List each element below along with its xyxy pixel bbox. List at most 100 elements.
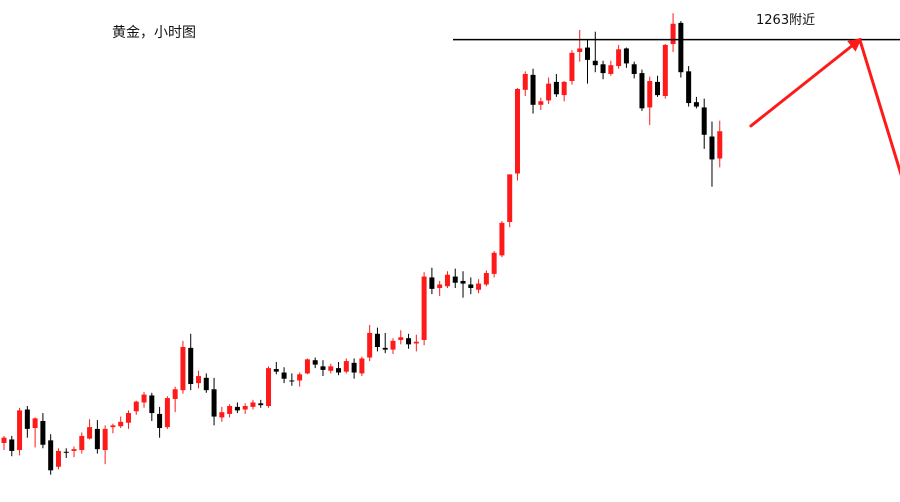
candle (133, 400, 139, 415)
candles-group (1, 13, 723, 475)
candle-body (678, 22, 684, 73)
candle (382, 332, 388, 354)
candle (312, 357, 318, 369)
candle (196, 370, 201, 389)
candle-body (483, 273, 489, 285)
candle (258, 399, 264, 408)
candle-body (40, 420, 46, 445)
candle-body (133, 401, 139, 412)
candle (48, 434, 54, 475)
candle (553, 73, 559, 97)
candle (468, 277, 474, 295)
candle-body (444, 274, 450, 287)
candle (678, 21, 684, 78)
candle (491, 251, 497, 278)
candle (413, 334, 419, 352)
candle (87, 419, 93, 440)
candle-body (686, 71, 692, 104)
candle-body (63, 451, 69, 453)
candle (655, 75, 661, 97)
candle (320, 360, 326, 377)
candle-body (406, 338, 412, 345)
candle (608, 60, 614, 76)
candle-body (421, 276, 427, 340)
candle-body (211, 389, 217, 417)
candle (437, 280, 443, 296)
candle-body (367, 332, 373, 358)
candle-body (491, 252, 497, 274)
candle-body (328, 366, 334, 371)
candle (351, 358, 357, 379)
candle-body (429, 277, 435, 289)
candle (452, 268, 458, 288)
candle (406, 333, 412, 349)
candle-body (266, 368, 272, 407)
projection-arrow-down (858, 38, 900, 177)
candle-body (289, 380, 295, 382)
candle (476, 279, 482, 294)
candle-body (499, 222, 505, 256)
candle (304, 358, 310, 375)
candle-body (164, 398, 170, 428)
candle (24, 406, 30, 438)
candle-body (437, 284, 443, 288)
candle-body (94, 428, 100, 450)
candle-body (180, 346, 186, 391)
candle (507, 174, 513, 228)
candle (297, 372, 303, 387)
candle-body (24, 409, 30, 429)
candle-body (320, 366, 326, 370)
candle (71, 446, 77, 458)
candle (180, 340, 186, 394)
candle (172, 386, 178, 413)
candle-body (608, 65, 614, 74)
candle (32, 417, 38, 448)
candle (390, 338, 396, 355)
candle (273, 361, 279, 375)
candle (266, 366, 272, 408)
candle (398, 330, 404, 345)
candle-body (250, 402, 256, 407)
candle-body (281, 372, 287, 379)
candle-body (592, 60, 598, 66)
candle-body (709, 136, 715, 160)
candle-body (522, 73, 528, 90)
candle (670, 13, 676, 52)
candle-body (87, 427, 93, 439)
candle (569, 50, 575, 85)
candle (421, 272, 427, 346)
candle-body (32, 418, 38, 429)
candle-body (141, 394, 147, 403)
candle (631, 61, 637, 79)
candle-body (351, 362, 357, 373)
candle (585, 39, 590, 84)
candle-body (693, 102, 699, 107)
candle-body (398, 337, 404, 340)
candle-body (530, 74, 536, 105)
annotation-group (453, 37, 900, 177)
candle-body (514, 88, 520, 174)
candle (188, 333, 194, 391)
candle-body (631, 64, 637, 74)
candle (499, 221, 505, 258)
candle (577, 29, 583, 62)
candle-body (203, 377, 209, 391)
candle (546, 77, 552, 104)
candle (118, 416, 124, 429)
candle (250, 399, 256, 410)
candle-body (242, 406, 248, 410)
candle (55, 448, 61, 470)
candle-body (390, 340, 396, 350)
candle-body (623, 48, 629, 64)
candle-body (71, 449, 77, 451)
candle (530, 68, 536, 114)
candle-body (569, 52, 575, 82)
candle-body (110, 425, 116, 428)
candle-body (507, 174, 513, 222)
candle (141, 391, 147, 408)
candle-body (125, 413, 131, 423)
candle-body (9, 439, 15, 451)
candle (647, 76, 653, 126)
candle (219, 406, 225, 422)
